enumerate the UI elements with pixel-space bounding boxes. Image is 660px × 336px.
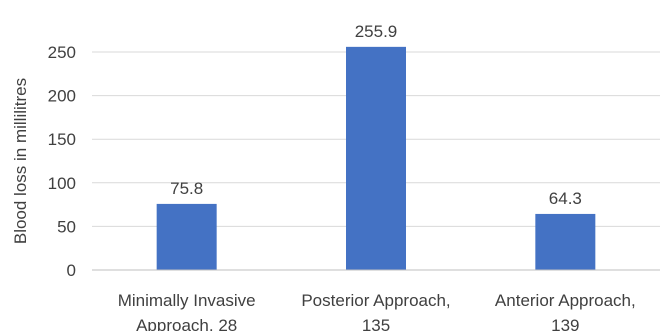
x-tick-label: Posterior Approach, — [301, 291, 450, 310]
x-tick-label: Anterior Approach, — [495, 291, 636, 310]
bar — [346, 46, 406, 271]
y-tick-label: 200 — [48, 87, 76, 106]
data-label: 64.3 — [549, 189, 582, 208]
x-tick-label: 139 — [551, 316, 579, 331]
bars — [156, 46, 596, 271]
bar — [535, 213, 596, 270]
data-label: 255.9 — [355, 22, 398, 41]
x-tick-label: Minimally Invasive — [118, 291, 256, 310]
data-label: 75.8 — [170, 179, 203, 198]
bar — [156, 203, 217, 270]
x-tick-label: 135 — [362, 316, 390, 331]
x-tick-label: Approach, 28 — [136, 316, 237, 331]
y-axis-title: Blood loss in millilitres — [11, 78, 30, 244]
y-tick-label: 150 — [48, 130, 76, 149]
y-tick-label: 250 — [48, 43, 76, 62]
y-tick-label: 50 — [57, 217, 76, 236]
y-tick-label: 100 — [48, 174, 76, 193]
labels: 0 50 100 150 200 250 75.8 Minimally Invasive App… — [48, 22, 636, 335]
y-tick-label: 0 — [67, 261, 76, 280]
